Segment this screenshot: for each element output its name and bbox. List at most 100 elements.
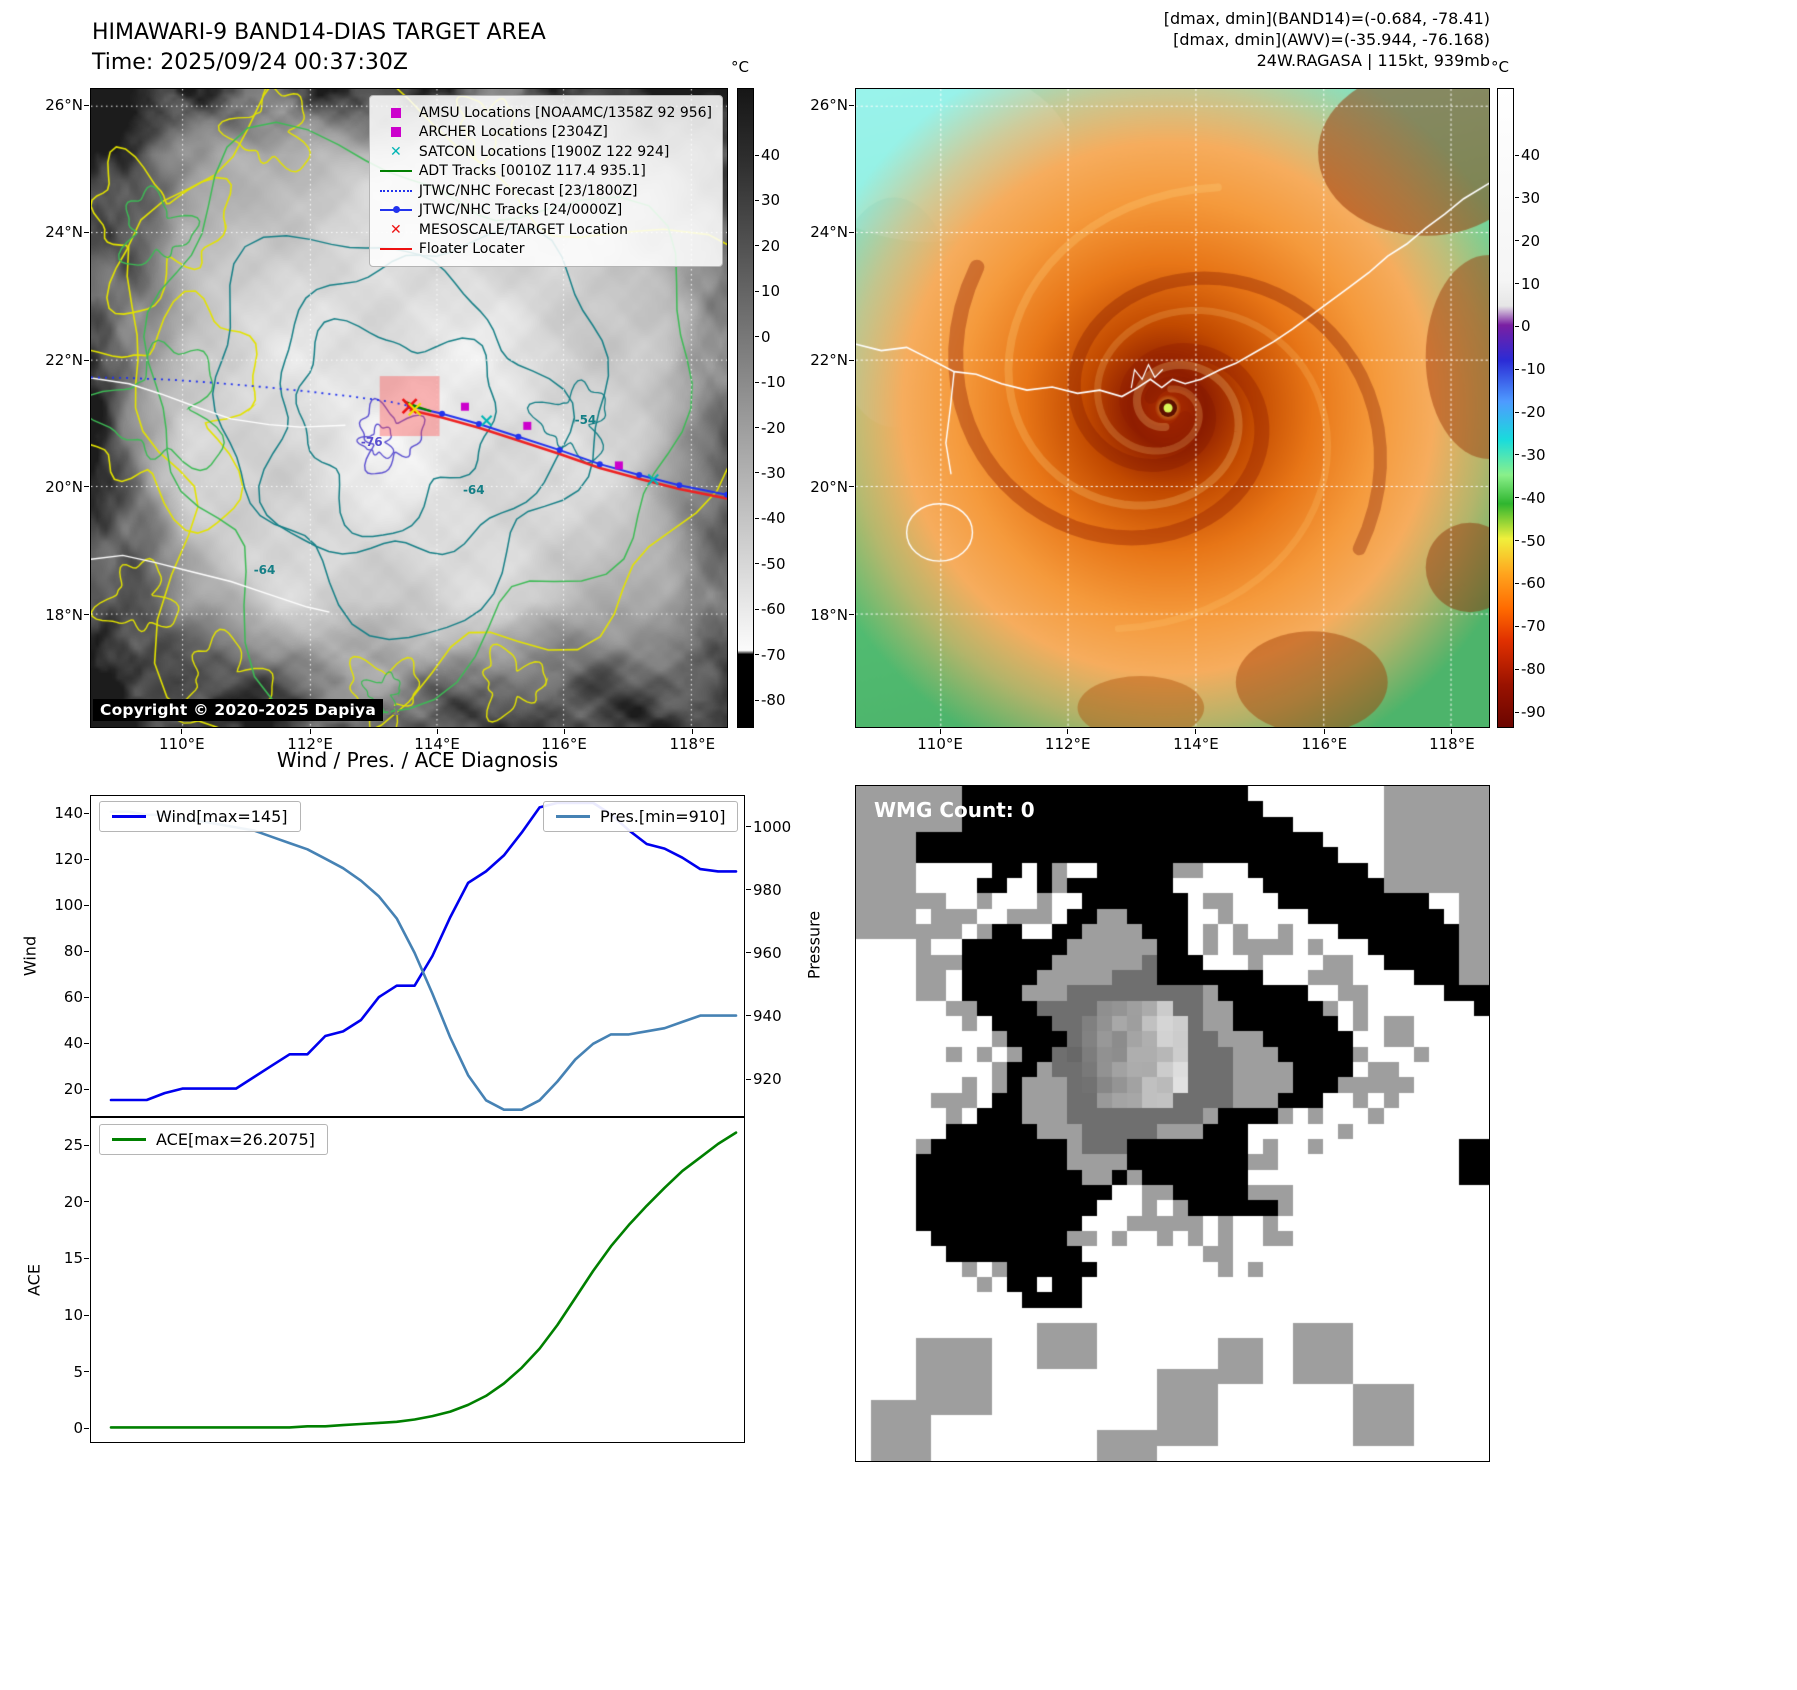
band14-colorbar-unit: °C — [731, 58, 749, 76]
colorbar-tick-label: 20 — [761, 236, 781, 255]
colorbar-tick-mark — [755, 381, 759, 383]
chart-tick-mark — [746, 826, 751, 828]
colorbar-tick-label: 10 — [1521, 274, 1541, 293]
chart-tick-label: 15 — [63, 1249, 83, 1268]
x-tick-mark — [436, 729, 438, 734]
x-tick-label: 116°E — [1301, 735, 1348, 753]
chart-tick-mark — [84, 904, 89, 906]
y-tick-mark — [84, 614, 89, 616]
contour-label: -54 — [574, 412, 597, 427]
x-tick-label: 114°E — [414, 735, 460, 753]
y-tick-mark — [849, 359, 854, 361]
chart-tick-label: 20 — [63, 1080, 83, 1099]
colorbar-tick-mark — [755, 563, 759, 565]
colorbar-tick-label: -20 — [1521, 403, 1546, 422]
band14-time: Time: 2025/09/24 00:37:30Z — [92, 50, 408, 75]
chart-tick-label: 100 — [54, 896, 83, 915]
series-line — [109, 810, 738, 1112]
colorbar-tick-mark — [1515, 154, 1519, 156]
y-tick-label: 20°N — [45, 477, 83, 496]
colorbar-tick-mark — [1515, 711, 1519, 713]
legend-marker-line-dot-icon — [378, 206, 414, 214]
colorbar-tick-mark — [1515, 668, 1519, 670]
band14-map-legend: AMSU Locations [NOAAMC/1358Z 92 956] ARCH… — [368, 95, 723, 267]
colorbar-tick-mark — [755, 427, 759, 428]
chart-tick-mark — [84, 1371, 89, 1373]
colorbar-tick-mark — [1515, 540, 1519, 542]
x-tick-mark — [1451, 729, 1453, 734]
x-tick-mark — [309, 729, 311, 734]
band14-map-panel: AMSU Locations [NOAAMC/1358Z 92 956] ARCH… — [90, 88, 728, 728]
chart-tick-mark — [84, 1427, 89, 1429]
storm-id-intensity: 24W.RAGASA | 115kt, 939mb — [1256, 51, 1490, 70]
colorbar-tick-label: -70 — [1521, 617, 1546, 636]
chart-tick-mark — [84, 1314, 89, 1316]
x-tick-label: 116°E — [541, 735, 587, 753]
colorbar-tick-mark — [755, 608, 759, 610]
legend-item: Floater Locater — [378, 240, 712, 260]
legend-item: JTWC/NHC Tracks [24/0000Z] — [378, 201, 712, 221]
y-tick-mark — [84, 359, 89, 361]
chart-tick-mark — [746, 1078, 751, 1080]
chart-tick-mark — [746, 889, 751, 891]
chart-tick-label: 80 — [63, 942, 83, 961]
colorbar-tick-mark — [1515, 582, 1519, 584]
contour-label: -64 — [253, 563, 276, 578]
legend-marker-x-icon: ✕ — [389, 143, 402, 160]
colorbar-tick-label: -50 — [761, 554, 786, 573]
colorbar-tick-label: -60 — [1521, 574, 1546, 593]
x-tick-label: 118°E — [669, 735, 716, 753]
colorbar-tick-label: -50 — [1521, 531, 1546, 550]
colorbar-tick-label: 20 — [1521, 231, 1541, 250]
y-tick-label: 18°N — [45, 605, 83, 624]
chart-tick-label: 0 — [73, 1419, 83, 1438]
enhanced-colorbar — [1497, 88, 1514, 728]
dmax-dmin-band14: [dmax, dmin](BAND14)=(-0.684, -78.41) — [1163, 9, 1490, 28]
contour-label: -76 — [360, 435, 383, 450]
chart-tick-label: 940 — [753, 1006, 782, 1025]
colorbar-tick-label: -90 — [1521, 703, 1546, 721]
colorbar-tick-label: 40 — [761, 146, 781, 164]
chart-tick-mark — [84, 858, 89, 860]
dmax-dmin-awv: [dmax, dmin](AWV)=(-35.944, -76.168) — [1173, 30, 1490, 49]
colorbar-tick-mark — [1515, 240, 1519, 242]
colorbar-tick-label: 10 — [761, 282, 781, 301]
wmg-panel: WMG Count: 0 — [855, 785, 1490, 1462]
y-tick-mark — [849, 104, 854, 106]
pressure-legend-label: Pres.[min=910] — [600, 807, 726, 826]
legend-item: ADT Tracks [0010Z 117.4 935.1] — [378, 162, 712, 182]
diagnosis-title: Wind / Pres. / ACE Diagnosis — [276, 748, 559, 772]
colorbar-tick-label: -30 — [1521, 445, 1546, 464]
x-tick-label: 112°E — [1044, 735, 1091, 753]
pressure-legend: Pres.[min=910] — [543, 801, 739, 832]
colorbar-tick-label: -60 — [761, 600, 786, 619]
chart-tick-mark — [84, 1144, 89, 1146]
colorbar-tick-label: 0 — [761, 327, 771, 346]
chart-tick-mark — [84, 1201, 89, 1203]
colorbar-tick-mark — [1515, 283, 1519, 285]
legend-item: AMSU Locations [NOAAMC/1358Z 92 956] — [378, 103, 712, 123]
series-line — [109, 801, 738, 1102]
legend-marker-line-icon — [378, 248, 414, 251]
colorbar-tick-mark — [755, 290, 759, 292]
x-tick-mark — [1323, 729, 1325, 734]
x-tick-label: 110°E — [917, 735, 963, 753]
colorbar-tick-label: -10 — [1521, 360, 1546, 379]
band14-title-block: HIMAWARI-9 BAND14-DIAS TARGET AREA Time:… — [92, 18, 546, 78]
colorbar-tick-mark — [755, 154, 759, 156]
y-tick-label: 24°N — [45, 223, 83, 241]
y-tick-mark — [84, 231, 89, 233]
windChart-plot — [109, 801, 738, 1112]
legend-label: ADT Tracks [0010Z 117.4 935.1] — [418, 163, 646, 180]
colorbar-tick-label: -70 — [761, 645, 786, 664]
pressure-axis-label: Pressure — [804, 910, 824, 980]
legend-label: MESOSCALE/TARGET Location — [418, 221, 628, 238]
y-tick-label: 22°N — [45, 351, 83, 369]
legend-label: SATCON Locations [1900Z 122 924] — [418, 143, 670, 160]
legend-label: JTWC/NHC Forecast [23/1800Z] — [418, 182, 638, 199]
chart-tick-label: 5 — [73, 1362, 83, 1381]
legend-label: ARCHER Locations [2304Z] — [418, 124, 608, 141]
enhanced-info-block: [dmax, dmin](BAND14)=(-0.684, -78.41) [d… — [1164, 8, 1490, 71]
x-tick-mark — [181, 729, 183, 734]
ace-legend: ACE[max=26.2075] — [99, 1124, 328, 1155]
